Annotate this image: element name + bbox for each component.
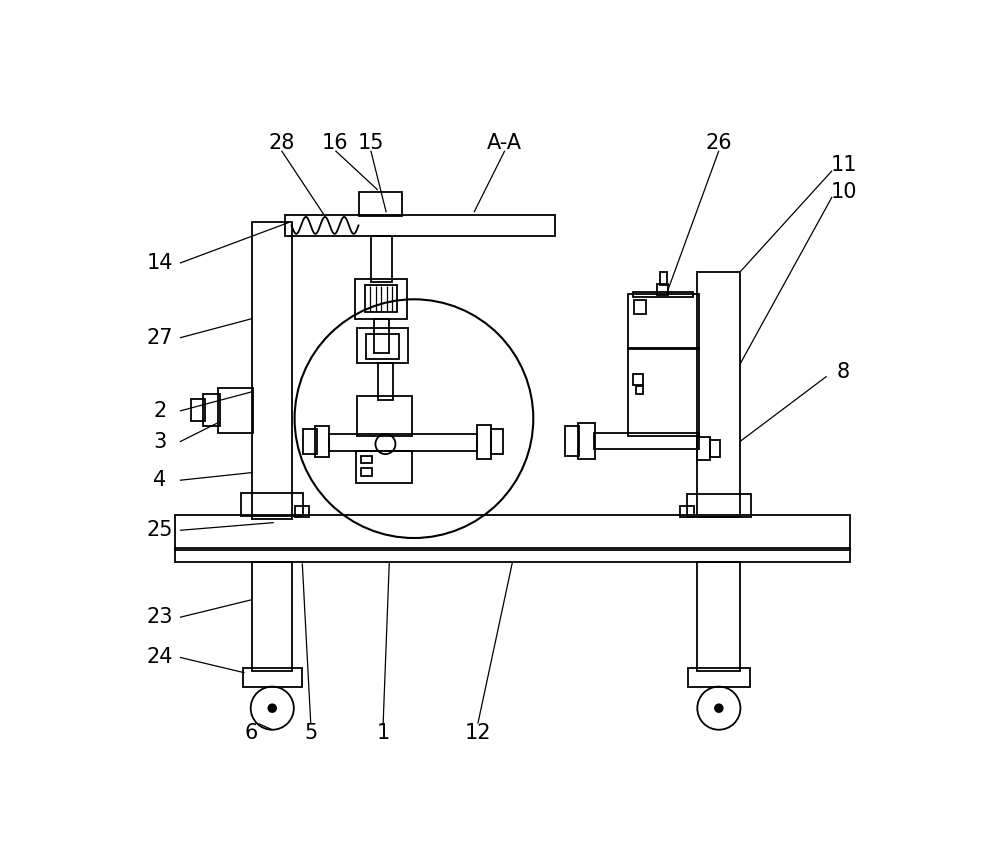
Bar — [356, 451, 412, 483]
Bar — [241, 493, 303, 517]
Bar — [295, 505, 309, 517]
Text: 4: 4 — [153, 470, 166, 490]
Bar — [687, 494, 751, 517]
Bar — [191, 400, 205, 421]
Bar — [303, 430, 317, 454]
Text: 26: 26 — [706, 133, 732, 153]
Bar — [633, 293, 693, 297]
Bar — [252, 562, 292, 671]
Text: 5: 5 — [304, 722, 317, 743]
Bar — [688, 668, 750, 686]
Bar — [243, 668, 302, 686]
Bar — [285, 214, 555, 236]
Text: 12: 12 — [465, 722, 491, 743]
Bar — [355, 279, 407, 318]
Bar — [660, 272, 666, 285]
Bar — [175, 515, 850, 550]
Text: 23: 23 — [147, 607, 173, 627]
Bar — [634, 300, 646, 314]
Circle shape — [268, 704, 276, 712]
Text: 15: 15 — [358, 133, 384, 153]
Bar — [633, 374, 643, 384]
Text: 16: 16 — [322, 133, 349, 153]
Bar — [218, 388, 253, 432]
Bar — [357, 328, 408, 363]
Bar — [203, 394, 220, 426]
Text: 14: 14 — [147, 253, 173, 273]
Bar — [565, 426, 579, 456]
Bar — [315, 426, 329, 457]
Bar — [594, 432, 699, 450]
Bar — [636, 386, 643, 394]
Text: 8: 8 — [837, 362, 850, 383]
Text: A-A: A-A — [487, 133, 522, 153]
Bar — [361, 456, 372, 463]
Bar — [252, 222, 292, 519]
Bar — [371, 236, 392, 282]
Text: 11: 11 — [830, 154, 857, 174]
Bar — [710, 440, 720, 457]
Text: 2: 2 — [153, 401, 166, 421]
Bar — [578, 423, 595, 459]
Text: 3: 3 — [153, 432, 166, 452]
Bar — [378, 363, 393, 400]
Bar — [329, 434, 477, 451]
Bar — [628, 347, 699, 437]
Bar — [657, 284, 668, 294]
Bar — [680, 505, 694, 517]
Circle shape — [715, 704, 723, 712]
Bar — [357, 396, 412, 436]
Bar — [175, 548, 850, 562]
Bar — [491, 430, 503, 454]
Bar — [697, 562, 740, 671]
Bar — [628, 294, 699, 349]
Bar — [361, 468, 372, 475]
Bar — [697, 437, 710, 460]
Bar — [697, 272, 740, 517]
Bar — [477, 425, 491, 459]
Bar — [365, 285, 397, 312]
Text: 27: 27 — [147, 328, 173, 347]
Text: 10: 10 — [830, 182, 857, 202]
Text: 28: 28 — [268, 133, 295, 153]
Text: 25: 25 — [147, 520, 173, 541]
Bar — [366, 334, 399, 359]
Text: 6: 6 — [244, 722, 257, 743]
Bar — [374, 318, 389, 353]
Text: 1: 1 — [377, 722, 390, 743]
Bar — [358, 191, 402, 216]
Text: 24: 24 — [147, 647, 173, 668]
